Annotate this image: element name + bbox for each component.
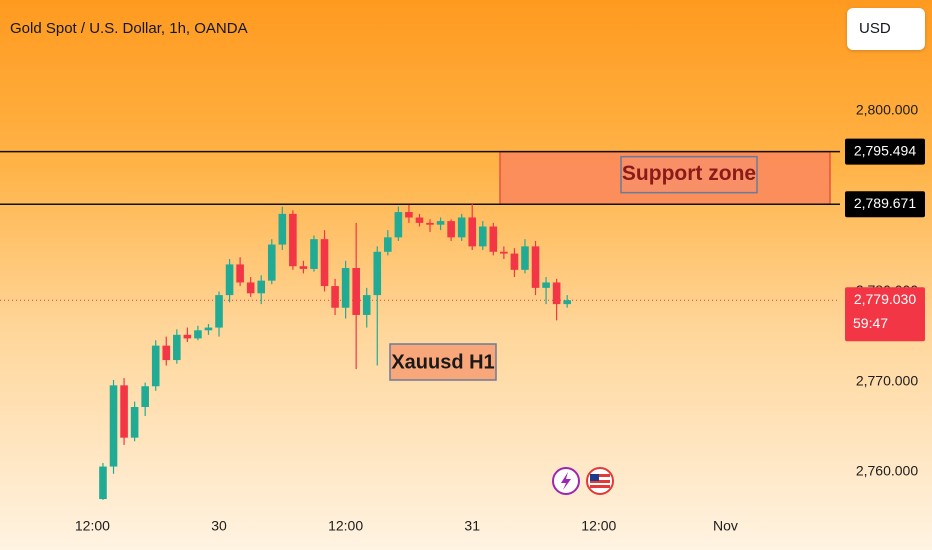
candle-body [289,213,297,267]
candle-body [362,295,371,315]
candle-body [531,246,540,288]
flag-canton [590,474,599,481]
candle-body [373,251,382,296]
level-price-label: 2,789.671 [854,195,916,211]
candle-body [542,282,550,288]
candle-body [109,385,118,467]
last-price-box [845,287,925,342]
candle-body [468,217,477,247]
candle-body [204,327,213,331]
candle-body [278,213,287,245]
candle-body [246,282,255,294]
candle-body [510,253,519,270]
x-tick-label: 12:00 [581,518,616,534]
candle-body [225,264,234,296]
candle-body [394,212,403,238]
candle-body [457,217,466,238]
flag-stripe [590,483,610,485]
candle-body [194,330,202,339]
candle-body [310,239,318,269]
x-tick-label: 31 [464,518,480,534]
annotation-box [389,343,497,381]
candle-body [352,268,360,315]
candle-body [415,217,424,223]
currency-button[interactable]: USD [847,8,925,50]
candle-body [478,226,487,247]
candle-body [436,221,445,225]
candle-body [162,345,171,361]
flag-stripe [590,477,610,480]
candle-body [331,286,339,308]
candle-body [521,246,529,270]
last-price-label: 2,779.030 [854,291,916,307]
level-price-label: 2,795.494 [854,142,916,158]
x-tick-label: 12:00 [75,518,110,534]
y-tick-label: 2,800.000 [856,102,918,118]
annotation: Xauusd H1 [391,351,494,373]
candle-body [500,251,508,254]
x-tick-label: 30 [211,518,227,534]
candle-body [236,264,244,283]
events[interactable] [552,467,614,495]
candle-body [257,280,266,294]
candle-body [215,295,223,328]
countdown: 59:47 [853,315,888,331]
y-tick-label: 2,770.000 [856,372,918,388]
candle-body [183,334,192,339]
candle-body [447,221,455,238]
candle-body [141,386,149,407]
candle-body [299,266,308,269]
candle-body [120,385,128,438]
level-price-box [845,191,925,218]
candle-body [426,222,434,225]
chart-title: Gold Spot / U.S. Dollar, 1h, OANDA [10,20,248,37]
candle-body [563,300,571,305]
candle-body [99,466,107,500]
candle-body [552,282,561,305]
zone-label: Support zone [622,162,756,185]
level-price-box [845,138,925,165]
candle-body [405,212,413,218]
y-tick-label: 2,760.000 [856,463,918,479]
candle-body [320,239,329,287]
zone-label-box [620,155,758,194]
candle-body [489,226,498,252]
candle-body [267,244,276,281]
candle-body [151,345,160,387]
candle-body [173,334,181,361]
candle-body [341,268,350,308]
candle-body [384,237,392,252]
candle-body [130,406,139,438]
x-tick-label: Nov [713,518,738,534]
x-tick-label: 12:00 [328,518,363,534]
lightning-icon [561,472,571,490]
